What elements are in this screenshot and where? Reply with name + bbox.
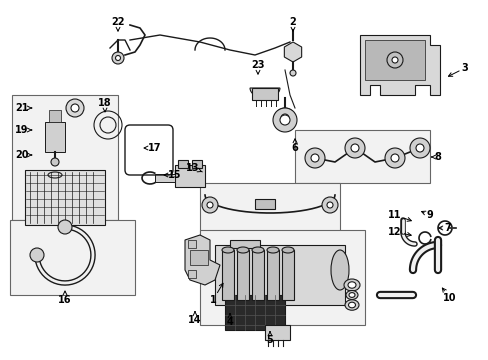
Circle shape — [115, 55, 120, 60]
Ellipse shape — [347, 282, 355, 288]
Bar — [215, 245, 345, 305]
Circle shape — [58, 220, 72, 234]
Bar — [25, 170, 105, 225]
Circle shape — [112, 52, 124, 64]
Bar — [187, 270, 196, 278]
Bar — [175, 165, 204, 187]
Ellipse shape — [222, 247, 234, 253]
Text: 8: 8 — [431, 152, 441, 162]
Circle shape — [51, 158, 59, 166]
Text: 13: 13 — [186, 163, 202, 173]
Circle shape — [71, 104, 79, 112]
Circle shape — [391, 57, 397, 63]
Text: 19: 19 — [15, 125, 32, 135]
Text: 9: 9 — [421, 210, 432, 220]
Circle shape — [409, 138, 429, 158]
Text: 20: 20 — [15, 150, 32, 160]
Circle shape — [350, 144, 358, 152]
Bar — [12, 95, 118, 220]
Bar — [229, 240, 260, 248]
Circle shape — [30, 248, 44, 262]
Bar — [187, 240, 196, 248]
Text: 10: 10 — [442, 288, 456, 303]
Text: 18: 18 — [98, 98, 112, 112]
Circle shape — [321, 197, 337, 213]
Bar — [49, 110, 61, 122]
Text: 3: 3 — [447, 63, 468, 76]
Text: 12: 12 — [387, 227, 410, 237]
Text: 22: 22 — [111, 17, 124, 31]
Ellipse shape — [348, 293, 354, 297]
Circle shape — [345, 138, 364, 158]
Circle shape — [272, 108, 296, 132]
Circle shape — [305, 148, 325, 168]
Ellipse shape — [346, 291, 357, 300]
Ellipse shape — [330, 250, 348, 290]
Text: 5: 5 — [266, 332, 273, 345]
Bar — [254, 199, 274, 209]
Bar — [222, 250, 234, 300]
Ellipse shape — [251, 247, 264, 253]
Ellipse shape — [343, 279, 359, 291]
Bar — [178, 160, 187, 168]
Ellipse shape — [348, 302, 355, 308]
Bar — [200, 230, 364, 325]
Circle shape — [289, 70, 295, 76]
Text: 4: 4 — [226, 314, 233, 327]
Bar — [200, 183, 339, 240]
Bar — [192, 160, 202, 168]
Ellipse shape — [237, 247, 248, 253]
Bar — [155, 174, 175, 182]
Circle shape — [274, 108, 294, 128]
Circle shape — [206, 202, 213, 208]
Ellipse shape — [266, 247, 279, 253]
Circle shape — [384, 148, 404, 168]
Text: 21: 21 — [15, 103, 32, 113]
Text: 7: 7 — [438, 223, 450, 233]
Text: 14: 14 — [188, 312, 202, 325]
Text: 6: 6 — [291, 139, 298, 153]
Text: 2: 2 — [289, 17, 296, 31]
Bar — [264, 325, 289, 340]
Polygon shape — [359, 35, 439, 95]
Text: 1: 1 — [209, 283, 223, 305]
Text: 16: 16 — [58, 291, 72, 305]
Polygon shape — [364, 40, 424, 80]
Circle shape — [280, 115, 289, 125]
Bar — [294, 130, 429, 183]
Circle shape — [66, 99, 84, 117]
Polygon shape — [249, 88, 280, 98]
Bar — [190, 250, 207, 265]
Text: 15: 15 — [164, 170, 182, 180]
Bar — [10, 220, 135, 295]
Circle shape — [386, 52, 402, 68]
Bar — [224, 295, 285, 330]
Ellipse shape — [345, 300, 358, 310]
Bar — [266, 250, 279, 300]
Text: 17: 17 — [144, 143, 162, 153]
Text: 23: 23 — [251, 60, 264, 74]
Circle shape — [202, 197, 218, 213]
Circle shape — [281, 114, 288, 122]
Text: 11: 11 — [387, 210, 410, 221]
Bar — [251, 88, 278, 100]
Bar — [282, 250, 293, 300]
Circle shape — [390, 154, 398, 162]
Circle shape — [326, 202, 332, 208]
Bar — [237, 250, 248, 300]
Polygon shape — [184, 235, 220, 285]
Bar — [45, 122, 65, 152]
Circle shape — [415, 144, 423, 152]
Bar — [251, 250, 264, 300]
Circle shape — [310, 154, 318, 162]
Ellipse shape — [282, 247, 293, 253]
